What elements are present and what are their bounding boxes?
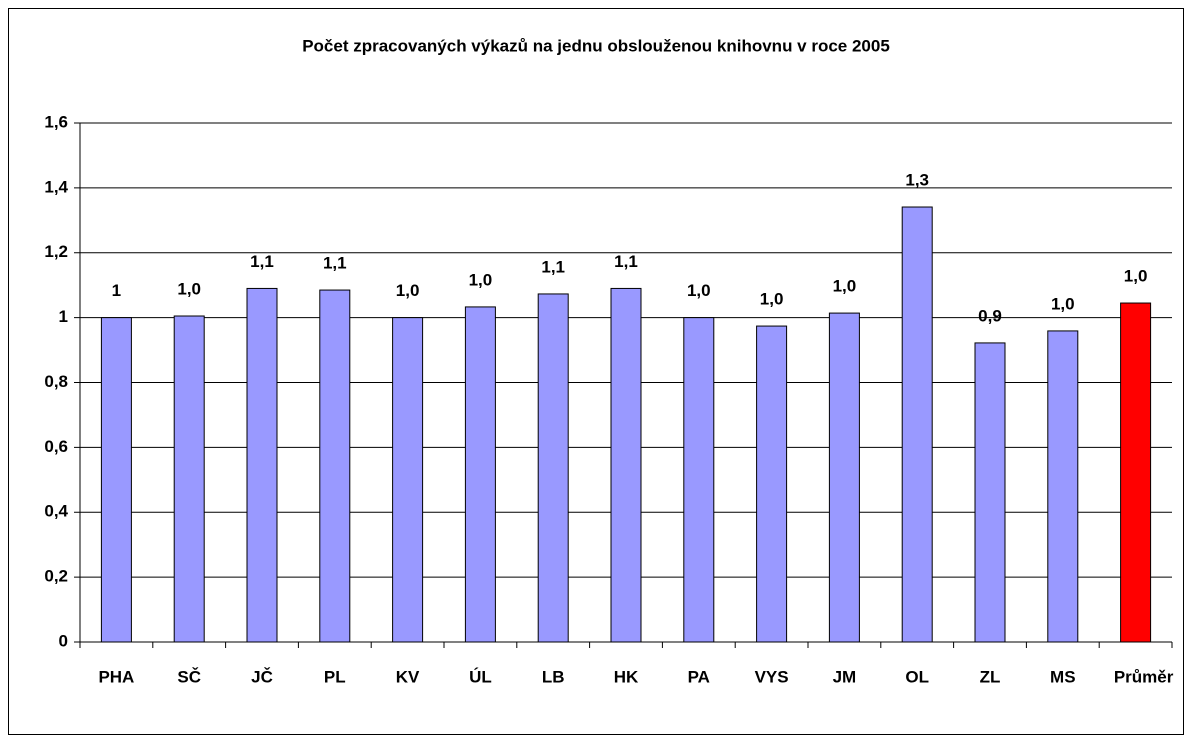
x-tick-label: VYS	[755, 667, 789, 686]
x-tick-label: ZL	[980, 667, 1001, 686]
x-tick-label: JČ	[251, 667, 273, 686]
value-label: 1,1	[323, 254, 347, 273]
value-label: 1,0	[687, 281, 711, 300]
x-tick-label: OL	[905, 667, 929, 686]
value-label: 1,0	[833, 277, 857, 296]
y-tick-label: 1,4	[44, 177, 68, 196]
y-tick-label: 0,4	[44, 502, 68, 521]
value-label: 1,0	[396, 281, 420, 300]
bar	[1120, 302, 1152, 643]
bar	[974, 342, 1006, 643]
y-tick-label: 1	[59, 307, 68, 326]
value-label: 1	[112, 281, 121, 300]
bar	[1047, 330, 1079, 643]
bar	[901, 206, 933, 643]
value-label: 0,9	[978, 306, 1002, 325]
value-label: 1,1	[250, 252, 274, 271]
value-label: 1,0	[177, 279, 201, 298]
x-tick-label: KV	[396, 667, 420, 686]
chart-title: Počet zpracovaných výkazů na jednu obslo…	[302, 36, 890, 55]
bar	[392, 317, 424, 643]
bar	[683, 317, 715, 643]
y-tick-label: 1,2	[44, 242, 68, 261]
x-tick-label: MS	[1050, 667, 1076, 686]
bar	[610, 287, 642, 643]
x-tick-label: HK	[614, 667, 639, 686]
x-tick-label: LB	[542, 667, 565, 686]
value-label: 1,0	[1124, 267, 1148, 286]
value-label: 1,0	[1051, 294, 1075, 313]
bar	[756, 325, 788, 643]
x-tick-label: ÚL	[469, 667, 492, 686]
y-tick-label: 0,6	[44, 437, 68, 456]
y-tick-label: 1,6	[44, 112, 68, 131]
value-label: 1,0	[469, 270, 493, 289]
value-label: 1,1	[614, 252, 638, 271]
x-tick-label: PA	[688, 667, 710, 686]
bar	[319, 289, 351, 643]
value-label: 1,0	[760, 290, 784, 309]
x-tick-label: Průměr	[1114, 667, 1174, 686]
bar	[246, 287, 278, 643]
x-tick-label: PHA	[98, 667, 134, 686]
bar	[828, 312, 860, 643]
value-label: 1,3	[905, 170, 929, 189]
value-label: 1,1	[541, 257, 565, 276]
bar	[537, 293, 569, 643]
y-tick-label: 0,2	[44, 567, 68, 586]
x-tick-label: JM	[833, 667, 857, 686]
bar	[173, 315, 205, 643]
bar	[100, 317, 132, 643]
y-tick-label: 0	[59, 631, 68, 650]
bar	[464, 306, 496, 643]
x-tick-label: PL	[324, 667, 346, 686]
y-tick-label: 0,8	[44, 372, 68, 391]
x-tick-label: SČ	[177, 667, 201, 686]
